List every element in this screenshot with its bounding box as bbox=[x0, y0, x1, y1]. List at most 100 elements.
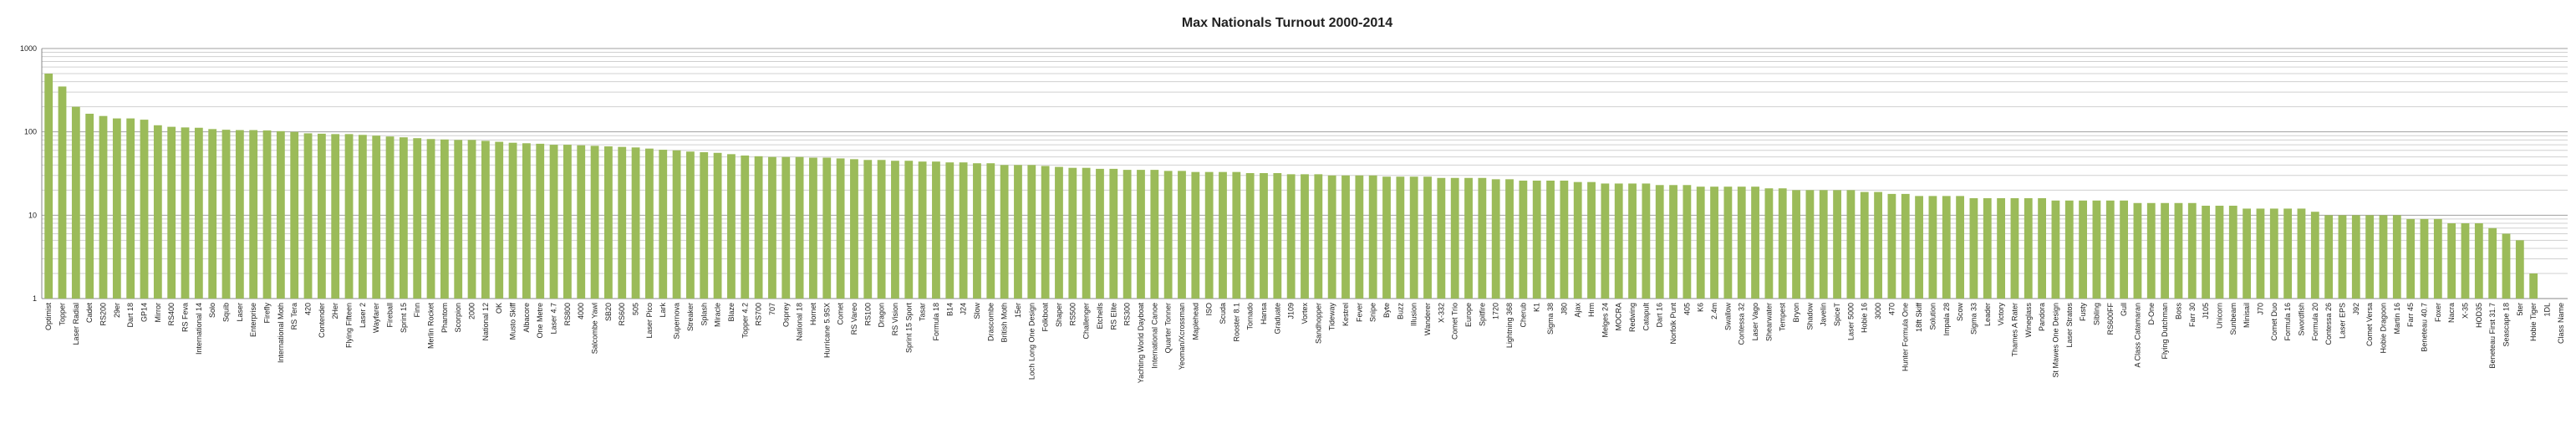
x-tick-label: Loch Long One Design bbox=[1027, 303, 1036, 380]
x-tick-label: Tempest bbox=[1779, 303, 1787, 332]
x-tick-label: Firefly bbox=[263, 303, 272, 324]
x-tick-label: Fusty bbox=[2079, 303, 2087, 322]
bar bbox=[303, 133, 313, 299]
x-tick-label: British Moth bbox=[1000, 303, 1009, 343]
bar bbox=[1792, 190, 1800, 299]
bar bbox=[140, 120, 149, 299]
bar bbox=[440, 139, 449, 299]
x-tick-label: Etchells bbox=[1096, 303, 1104, 329]
bar bbox=[1573, 181, 1582, 299]
x-tick-label: Sprint 15 Sport bbox=[904, 303, 913, 354]
x-tick-label: Spitfire bbox=[1478, 303, 1486, 326]
x-tick-label: Solution bbox=[1928, 303, 1937, 330]
bar bbox=[918, 161, 927, 299]
x-tick-label: Blaze bbox=[727, 303, 736, 322]
x-tick-label: Vortex bbox=[1301, 303, 1309, 324]
bar bbox=[1109, 168, 1118, 299]
x-tick-label: Contender bbox=[318, 303, 326, 338]
bar bbox=[1464, 177, 1473, 299]
x-tick-label: MOCRA bbox=[1615, 303, 1623, 331]
bar bbox=[2243, 208, 2252, 299]
x-tick-label: Bryon bbox=[1792, 303, 1800, 323]
bar bbox=[1191, 171, 1200, 299]
bar bbox=[1178, 171, 1186, 299]
x-tick-label: 29er bbox=[113, 303, 121, 318]
x-tick-label: Phantom bbox=[440, 303, 449, 333]
x-tick-label: 1720 bbox=[1492, 303, 1500, 319]
y-tick-label: 100 bbox=[24, 128, 37, 136]
x-tick-label: 470 bbox=[1887, 303, 1896, 315]
x-tick-label: Ajax bbox=[1574, 303, 1582, 318]
bar bbox=[1997, 197, 2005, 299]
x-tick-label: Albacore bbox=[522, 303, 531, 333]
bar bbox=[1041, 166, 1050, 299]
x-tick-label: RS800 bbox=[563, 303, 572, 326]
x-tick-label: Dart 16 bbox=[1656, 303, 1664, 328]
x-tick-label: Mirror bbox=[154, 303, 162, 323]
bar bbox=[1874, 192, 1882, 299]
bar bbox=[1628, 183, 1637, 299]
bar bbox=[618, 146, 627, 299]
x-tick-label: Scuda bbox=[1219, 303, 1227, 324]
x-tick-label: Enterprise bbox=[249, 303, 257, 337]
x-tick-label: Comet Duo bbox=[2270, 303, 2278, 341]
x-tick-label: Merlin Rocket bbox=[427, 303, 435, 350]
bar bbox=[167, 126, 176, 299]
x-tick-label: RS Vareo bbox=[850, 303, 858, 335]
x-tick-label: Hunter Formula One bbox=[1901, 303, 1910, 371]
x-tick-label: Melges 24 bbox=[1601, 303, 1609, 338]
x-tick-label: Yeoman/Xcrossman bbox=[1178, 303, 1186, 370]
x-tick-label: 505 bbox=[632, 303, 640, 315]
bar bbox=[2079, 200, 2088, 299]
bar bbox=[1301, 174, 1309, 299]
bar bbox=[2324, 215, 2334, 299]
bar bbox=[467, 140, 476, 299]
x-tick-label: Snipe bbox=[1369, 303, 1377, 322]
bar bbox=[1723, 186, 1733, 299]
bar bbox=[686, 151, 695, 299]
bar bbox=[1123, 170, 1132, 299]
x-tick-label: Martin 16 bbox=[2393, 303, 2401, 335]
bar bbox=[822, 157, 832, 299]
bar bbox=[1055, 166, 1063, 299]
bar bbox=[344, 134, 354, 299]
bar bbox=[221, 130, 231, 299]
bar bbox=[659, 150, 668, 299]
x-tick-label: Wanderer bbox=[1423, 303, 1432, 335]
bar bbox=[945, 162, 955, 299]
x-tick-label: Victory bbox=[1997, 303, 2005, 326]
x-tick-label: Buzz bbox=[1396, 303, 1404, 320]
bar bbox=[481, 140, 490, 299]
bar bbox=[1450, 177, 1459, 299]
bar bbox=[331, 134, 340, 299]
bar bbox=[2447, 222, 2456, 299]
bar bbox=[112, 118, 121, 299]
bar bbox=[181, 127, 190, 299]
x-tick-label: Topper bbox=[59, 303, 67, 326]
x-tick-label: Tasar bbox=[919, 303, 927, 321]
bar bbox=[2474, 222, 2483, 299]
bar bbox=[904, 161, 914, 299]
x-tick-label: Laser bbox=[236, 303, 244, 322]
x-tick-label: Redwing bbox=[1628, 303, 1637, 332]
bar bbox=[1928, 196, 1937, 299]
x-tick-label: J24 bbox=[960, 303, 968, 315]
bar bbox=[2146, 202, 2156, 299]
bar bbox=[372, 135, 381, 299]
bar bbox=[2392, 215, 2401, 299]
bar bbox=[1409, 176, 1418, 299]
bar bbox=[1642, 183, 1651, 299]
x-tick-label: Contessa 26 bbox=[2324, 303, 2333, 345]
bar bbox=[1260, 172, 1268, 299]
bar bbox=[1478, 177, 1487, 299]
x-tick-label: Cadet bbox=[85, 303, 94, 324]
x-tick-label: 2.4m bbox=[1710, 303, 1718, 319]
bar bbox=[454, 140, 463, 299]
x-tick-label: Shaper bbox=[1055, 303, 1063, 327]
bar bbox=[1751, 186, 1759, 299]
x-tick-label: SB20 bbox=[604, 303, 613, 321]
x-tick-label: RS300 bbox=[1123, 303, 1132, 326]
bar bbox=[1219, 171, 1227, 299]
x-tick-label: RS Feva bbox=[181, 303, 190, 332]
